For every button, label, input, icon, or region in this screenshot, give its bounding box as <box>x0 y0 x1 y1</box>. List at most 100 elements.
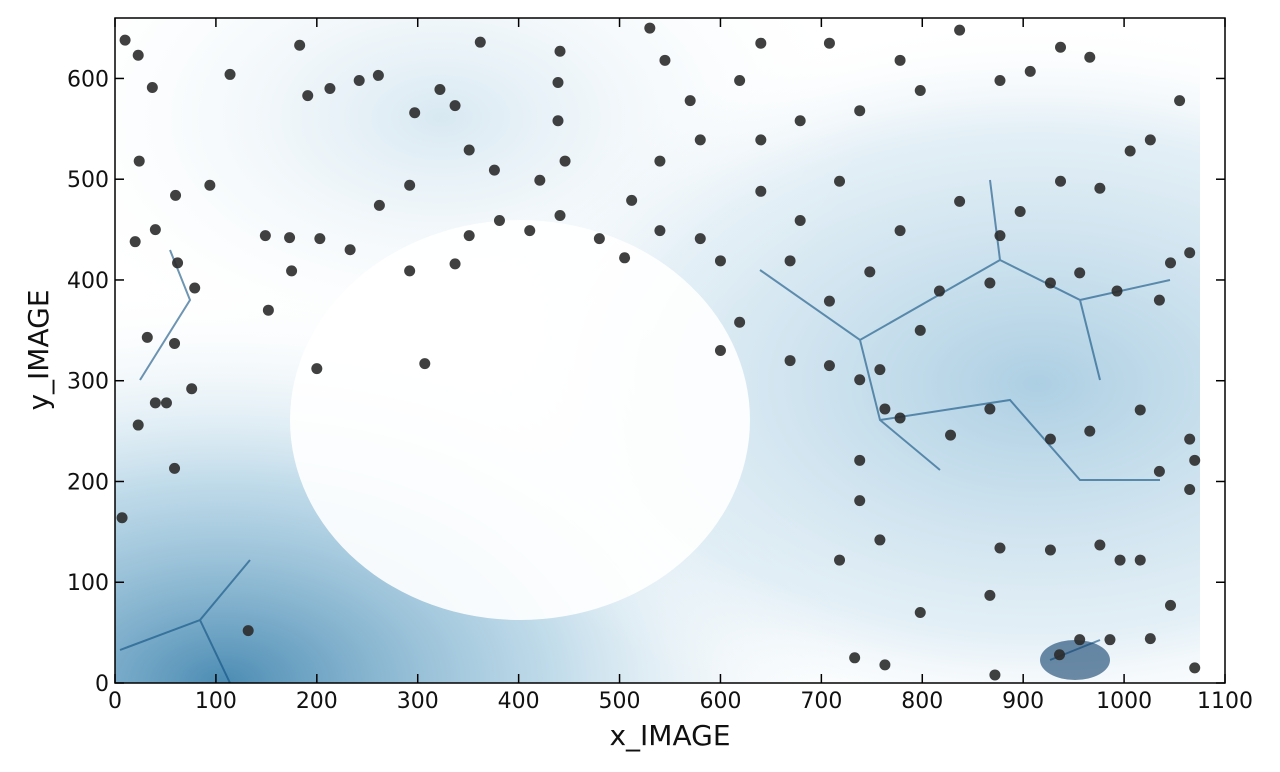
point <box>654 155 666 167</box>
point <box>879 403 891 415</box>
point <box>1111 285 1123 297</box>
x-tick-label: 400 <box>498 689 540 714</box>
point <box>1189 454 1201 466</box>
point <box>149 224 161 236</box>
point <box>324 83 336 95</box>
point <box>644 22 656 34</box>
point <box>554 209 566 221</box>
point <box>1094 182 1106 194</box>
point <box>984 277 996 289</box>
background-image <box>115 18 1225 684</box>
y-tick-label: 500 <box>67 168 109 193</box>
point <box>1084 51 1096 63</box>
point <box>984 403 996 415</box>
point <box>1074 634 1086 646</box>
point <box>1074 267 1086 279</box>
point <box>933 285 945 297</box>
point <box>954 195 966 207</box>
point <box>894 225 906 237</box>
point <box>894 412 906 424</box>
point <box>1054 649 1066 661</box>
point <box>463 144 475 156</box>
point <box>488 164 500 176</box>
point <box>755 185 767 197</box>
point <box>1055 175 1067 187</box>
point <box>1104 634 1116 646</box>
point <box>834 175 846 187</box>
point <box>755 37 767 49</box>
point <box>404 179 416 191</box>
point <box>463 230 475 242</box>
point <box>1184 433 1196 445</box>
point <box>474 36 486 48</box>
x-tick-label: 1000 <box>1096 689 1152 714</box>
x-axis-label: x_IMAGE <box>609 719 730 752</box>
point <box>1044 277 1056 289</box>
y-tick-label: 400 <box>67 269 109 294</box>
point <box>794 115 806 127</box>
point <box>314 233 326 245</box>
point <box>694 134 706 146</box>
point <box>784 355 796 367</box>
point <box>133 155 145 167</box>
point <box>914 85 926 97</box>
point <box>559 155 571 167</box>
point <box>1134 554 1146 566</box>
point <box>186 383 198 395</box>
point <box>694 233 706 245</box>
point <box>493 215 505 227</box>
point <box>129 236 141 248</box>
point <box>794 215 806 227</box>
point <box>714 345 726 356</box>
point <box>554 45 566 57</box>
point <box>734 316 746 328</box>
point <box>372 69 384 81</box>
point <box>684 95 696 107</box>
point <box>1189 662 1201 674</box>
point <box>344 244 356 256</box>
point <box>823 37 835 49</box>
y-tick-label: 200 <box>67 470 109 495</box>
point <box>1055 41 1067 53</box>
x-tick-label: 0 <box>108 689 122 714</box>
point <box>449 100 461 112</box>
plot-frame <box>114 17 1226 684</box>
point <box>1044 433 1056 445</box>
point <box>259 230 271 242</box>
point <box>286 265 298 277</box>
point <box>1014 205 1026 217</box>
x-tick-label: 900 <box>1002 689 1044 714</box>
x-tick-label: 1100 <box>1197 689 1253 714</box>
point <box>552 76 564 88</box>
point <box>849 652 861 664</box>
point <box>404 265 416 277</box>
point <box>994 542 1006 554</box>
point <box>311 363 323 375</box>
point <box>284 232 296 244</box>
point <box>1165 599 1177 611</box>
point <box>659 54 671 66</box>
point <box>784 255 796 267</box>
point <box>755 134 767 146</box>
x-tick-label: 700 <box>800 689 842 714</box>
point <box>172 257 184 269</box>
point <box>994 74 1006 86</box>
point <box>353 74 365 86</box>
point <box>119 34 131 46</box>
point <box>994 230 1006 242</box>
point <box>294 39 306 51</box>
point <box>1153 294 1165 306</box>
point <box>116 512 128 524</box>
point <box>160 397 172 409</box>
point <box>619 252 631 264</box>
point <box>954 24 966 36</box>
point <box>409 107 421 119</box>
point <box>914 324 926 336</box>
point <box>984 589 996 601</box>
point <box>449 258 461 270</box>
point <box>1044 544 1056 556</box>
point <box>189 282 201 294</box>
point <box>1153 465 1165 477</box>
point <box>823 295 835 307</box>
